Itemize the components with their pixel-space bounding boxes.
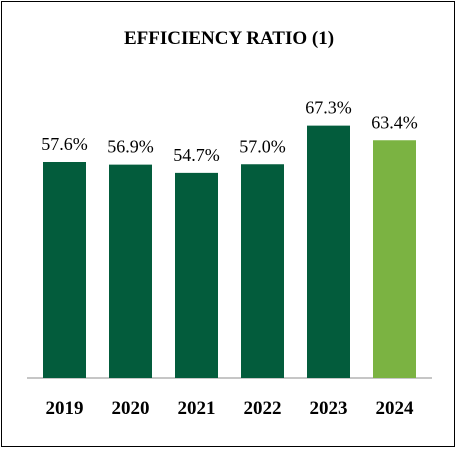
data-label-2020: 56.9%: [107, 137, 154, 157]
chart-title: EFFICIENCY RATIO (1): [123, 28, 335, 49]
bar-2021: [175, 172, 218, 378]
bar-2022: [241, 164, 284, 378]
x-tick-label-2020: 2020: [112, 398, 150, 419]
bar-2023: [307, 125, 350, 378]
x-tick-label-2023: 2023: [310, 398, 348, 419]
data-label-2022: 57.0%: [239, 136, 286, 156]
data-label-2023: 67.3%: [305, 98, 352, 118]
bar-2019: [43, 162, 86, 378]
data-label-2019: 57.6%: [41, 134, 88, 154]
data-label-2021: 54.7%: [173, 145, 220, 165]
x-tick-label-2021: 2021: [178, 398, 216, 419]
x-tick-label-2024: 2024: [376, 398, 415, 419]
x-tick-label-2022: 2022: [244, 398, 282, 419]
data-label-2024: 63.4%: [371, 112, 418, 132]
x-tick-label-2019: 2019: [46, 398, 84, 419]
bar-2020: [109, 164, 152, 378]
bar-2024: [373, 140, 416, 378]
